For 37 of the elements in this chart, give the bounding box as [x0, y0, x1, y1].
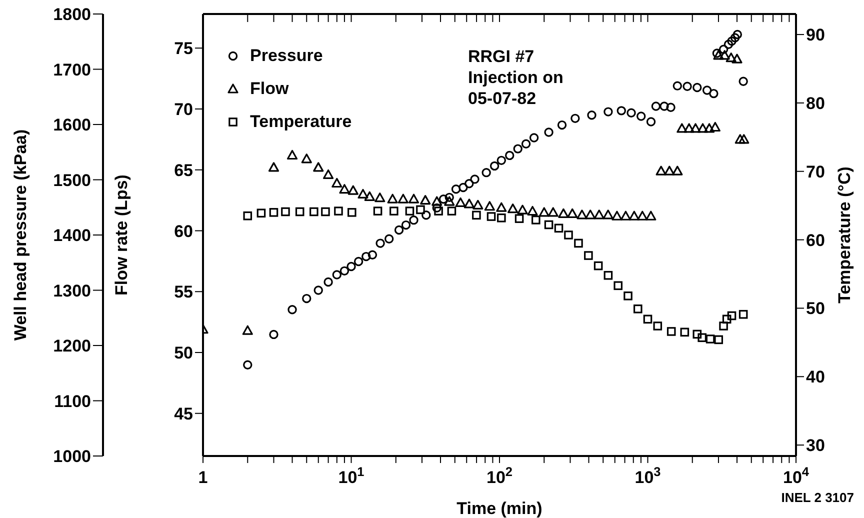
- x-tick-label: 10$^{1}$: [338, 464, 364, 487]
- y2-tick-label: 90: [806, 26, 825, 45]
- y3-tick-label: 55: [174, 282, 193, 302]
- x-tick-label: 10$^{2}$: [486, 464, 513, 487]
- legend-label: Flow: [250, 78, 289, 98]
- legend-label: Temperature: [250, 112, 352, 132]
- y-tick-label: 1300: [53, 281, 91, 300]
- y2-tick-label: 60: [806, 230, 825, 250]
- x-tick-label: 10$^{4}$: [782, 464, 810, 487]
- y-tick-label: 1800: [53, 5, 91, 24]
- y-tick-label: 1100: [54, 392, 91, 411]
- y2-tick-label: 40: [806, 368, 825, 387]
- y-tick-label: 1400: [53, 226, 91, 246]
- y2-tick-label: 80: [806, 94, 825, 113]
- y3-tick-label: 75: [174, 39, 193, 58]
- y3-tick-label: 70: [174, 100, 193, 120]
- y2-tick-label: 50: [806, 299, 825, 318]
- annotation: RRGI #7 Injection on 05-07-82: [468, 46, 564, 109]
- legend-label: Pressure: [250, 46, 323, 66]
- x-axis-title: Time (min): [456, 499, 542, 518]
- y-tick-label: 1700: [53, 60, 91, 80]
- y-tick-label: 1600: [53, 116, 91, 135]
- y3-axis-title: Flow rate (Lps): [112, 174, 132, 296]
- text: INEL 2 3107: [781, 490, 854, 505]
- y2-tick-label: 30: [806, 436, 825, 456]
- y3-tick-label: 50: [174, 344, 193, 363]
- y3-tick-label: 60: [174, 222, 193, 241]
- y2-axis-title: Temperature (°C): [835, 166, 854, 304]
- x-tick-label: 1: [198, 468, 208, 487]
- x-tick-label: 10$^{3}$: [634, 464, 661, 487]
- y-axis-title: Well head pressure (kPaa): [11, 129, 30, 341]
- y2-tick-label: 70: [806, 162, 825, 182]
- y3-tick-label: 65: [174, 160, 193, 180]
- y-tick-label: 1500: [53, 170, 91, 190]
- y-tick-label: 1000: [53, 447, 91, 466]
- y-tick-label: 1200: [53, 336, 91, 356]
- y3-tick-label: 45: [174, 404, 193, 424]
